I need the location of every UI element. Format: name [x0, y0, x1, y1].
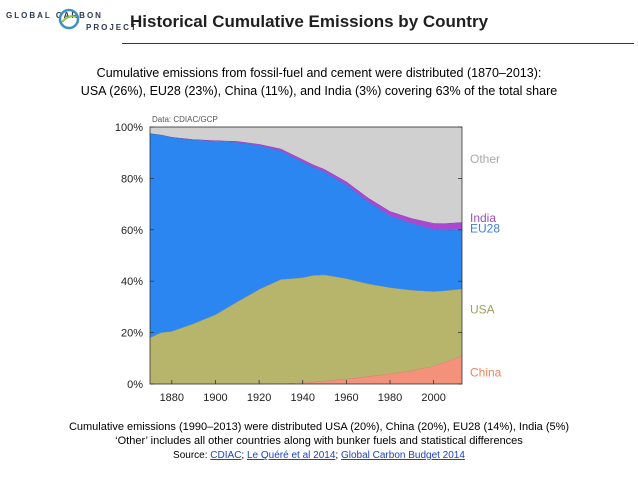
- series-label-eu28: EU28: [470, 222, 500, 236]
- subtitle-line1: Cumulative emissions from fossil-fuel an…: [96, 66, 542, 80]
- x-tick-label: 1940: [290, 392, 314, 404]
- header-divider: [122, 43, 634, 44]
- source-link-cdiac[interactable]: CDIAC: [210, 450, 242, 461]
- y-tick-label: 0%: [127, 379, 143, 391]
- series-label-india: India: [470, 211, 496, 225]
- source-prefix: Source:: [173, 450, 211, 461]
- globe-logo-icon: [58, 8, 80, 30]
- x-tick-label: 1900: [203, 392, 227, 404]
- x-tick-label: 1880: [160, 392, 184, 404]
- y-tick-label: 20%: [121, 328, 143, 340]
- footer-line1: Cumulative emissions (1990–2013) were di…: [68, 421, 570, 433]
- header: GLOBAL CARBON PROJECT Historical Cumulat…: [0, 0, 638, 50]
- area-eu28: [150, 133, 462, 338]
- y-tick-label: 100%: [115, 122, 143, 134]
- series-label-china: China: [470, 365, 502, 379]
- area-china: [150, 355, 462, 384]
- x-tick-label: 1960: [334, 392, 358, 404]
- stacked-area-chart: 0% 20% 40% 60% 80% 100% 1880 1900 1920 1940 1960 19…: [115, 115, 502, 404]
- plot-frame: [149, 126, 463, 385]
- footer-line2: ‘Other’ includes all other countries alo…: [115, 435, 523, 447]
- x-tick-label: 2000: [421, 392, 445, 404]
- series-label-other: Other: [470, 152, 500, 166]
- y-tick-label: 80%: [121, 173, 143, 185]
- source-link-lequere[interactable]: Le Quéré et al 2014: [246, 450, 336, 461]
- page-title: Historical Cumulative Emissions by Count…: [130, 12, 489, 31]
- source-line: Source: CDIAC; Le Quéré et al 2014; Glob…: [0, 449, 638, 463]
- logo-text-line1: GLOBAL CARBON: [6, 11, 103, 20]
- x-tick-label: 1980: [378, 392, 402, 404]
- source-separator-1: ;: [241, 450, 247, 461]
- subtitle-line2: USA (26%), EU28 (23%), China (11%), and …: [80, 84, 558, 98]
- source-link-gcb[interactable]: Global Carbon Budget 2014: [340, 450, 465, 461]
- y-tick-label: 60%: [121, 225, 143, 237]
- footer: Cumulative emissions (1990–2013) were di…: [0, 420, 638, 463]
- logo-text-line2: PROJECT: [86, 23, 138, 32]
- source-separator-2: ;: [335, 450, 341, 461]
- y-tick-label: 40%: [121, 276, 143, 288]
- x-tick-label: 1920: [247, 392, 271, 404]
- area-other: [150, 127, 462, 224]
- area-usa: [150, 274, 462, 384]
- series-label-usa: USA: [470, 302, 495, 316]
- data-source-annotation: Data: CDIAC/GCP: [152, 115, 218, 124]
- subtitle: Cumulative emissions from fossil-fuel an…: [0, 64, 638, 100]
